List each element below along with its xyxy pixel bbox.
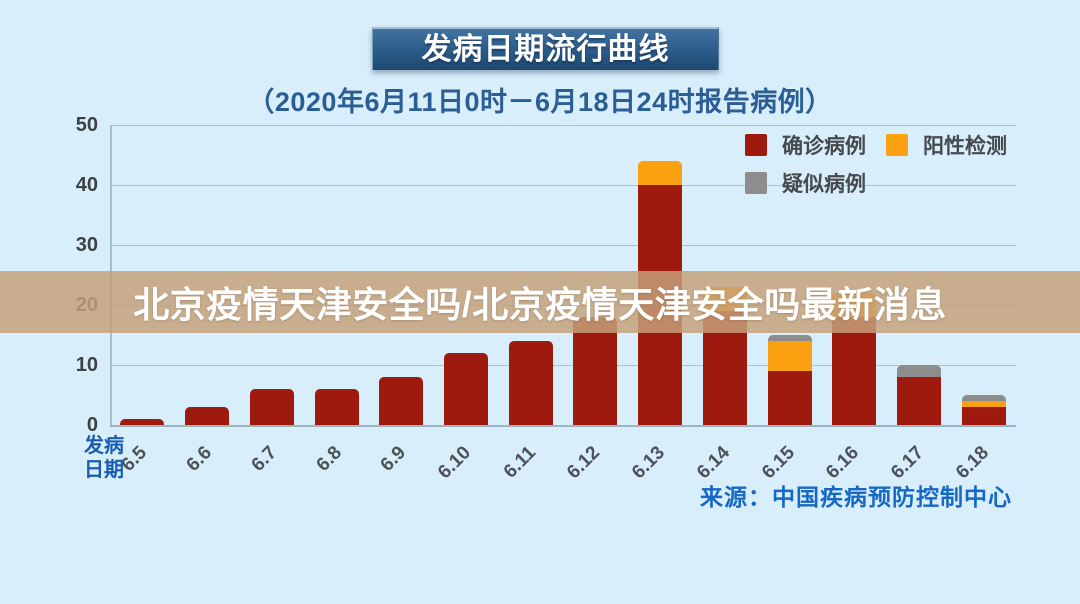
bar-segment-6.5-确诊病例: [120, 419, 165, 425]
watermark-banner: 北京疫情天津安全吗/北京疫情天津安全吗最新消息: [0, 271, 1080, 333]
x-tick-label-6.13: 6.13: [628, 442, 670, 484]
legend-label: 疑似病例: [782, 173, 866, 196]
x-tick-label-6.6: 6.6: [182, 442, 217, 476]
bar-segment-6.15-确诊病例: [767, 371, 812, 425]
legend-swatch-icon: [886, 134, 908, 156]
bar-segment-6.12-确诊病例: [573, 317, 618, 425]
bar-segment-6.9-确诊病例: [379, 377, 424, 425]
chart-legend: 确诊病例 阳性检测疑似病例: [745, 130, 1035, 198]
bar-6.12: [573, 317, 618, 425]
x-axis-title-line2: 日期: [84, 459, 124, 481]
bar-segment-6.10-确诊病例: [443, 353, 488, 425]
y-tick-label-30: 30: [75, 234, 98, 256]
gridline-y10: [110, 365, 1016, 366]
gridline-y30: [110, 245, 1016, 246]
bar-segment-6.15-疑似病例: [767, 335, 812, 341]
bar-6.17: [896, 365, 941, 425]
bar-segment-6.17-疑似病例: [896, 365, 941, 377]
bar-segment-6.18-阳性检测: [961, 401, 1006, 407]
x-tick-label-6.7: 6.7: [247, 442, 281, 476]
x-tick-label-6.9: 6.9: [376, 442, 411, 476]
x-tick-label-6.10: 6.10: [433, 442, 475, 484]
x-tick-label-6.8: 6.8: [312, 442, 346, 476]
bar-6.6: [185, 407, 230, 425]
bar-6.15: [767, 335, 812, 425]
legend-swatch-icon: [745, 134, 767, 156]
legend-label: 确诊病例: [782, 135, 866, 158]
bar-segment-6.8-确诊病例: [314, 389, 359, 425]
bar-6.7: [249, 389, 294, 425]
bar-6.8: [314, 389, 359, 425]
bar-segment-6.7-确诊病例: [249, 389, 294, 425]
bar-6.9: [379, 377, 424, 425]
x-axis-title-line1: 发病: [84, 435, 124, 457]
bar-segment-6.13-阳性检测: [638, 161, 683, 185]
page-subtitle: （2020年6月11日0时－6月18日24时报告病例）: [247, 87, 833, 117]
y-tick-label-10: 10: [75, 354, 98, 376]
watermark-text: 北京疫情天津安全吗/北京疫情天津安全吗最新消息: [133, 284, 947, 325]
legend-item-阳性检测: 阳性检测: [886, 130, 1007, 160]
legend-item-确诊病例: 确诊病例: [745, 130, 866, 160]
x-axis-title: 发病 日期: [82, 434, 126, 482]
bar-segment-6.18-确诊病例: [961, 407, 1006, 425]
bar-6.10: [443, 353, 488, 425]
y-tick-label-0: 0: [86, 414, 98, 436]
bar-segment-6.6-确诊病例: [185, 407, 230, 425]
gridline-y50: [110, 125, 1016, 126]
bar-segment-6.17-确诊病例: [896, 377, 941, 425]
bar-segment-6.18-疑似病例: [961, 395, 1006, 401]
gridline-y40: [110, 185, 1016, 186]
source-credit: 来源：中国疾病预防控制中心: [700, 484, 1012, 510]
bar-segment-6.16-确诊病例: [832, 317, 877, 425]
bar-segment-6.15-阳性检测: [767, 341, 812, 371]
bar-6.5: [120, 419, 165, 425]
title-banner: 发病日期流行曲线: [372, 27, 719, 70]
legend-label: 阳性检测: [923, 135, 1007, 158]
gridline-y0: [110, 425, 1016, 427]
x-tick-label-6.11: 6.11: [499, 442, 540, 483]
bar-segment-6.11-确诊病例: [508, 341, 553, 425]
page-title: 发病日期流行曲线: [421, 33, 670, 66]
bar-6.11: [508, 341, 553, 425]
bar-6.18: [961, 395, 1006, 425]
x-tick-label-6.12: 6.12: [563, 442, 605, 484]
y-tick-label-40: 40: [75, 174, 98, 196]
y-tick-label-50: 50: [75, 114, 98, 136]
legend-item-疑似病例: 疑似病例: [745, 168, 866, 198]
legend-swatch-icon: [745, 172, 767, 194]
